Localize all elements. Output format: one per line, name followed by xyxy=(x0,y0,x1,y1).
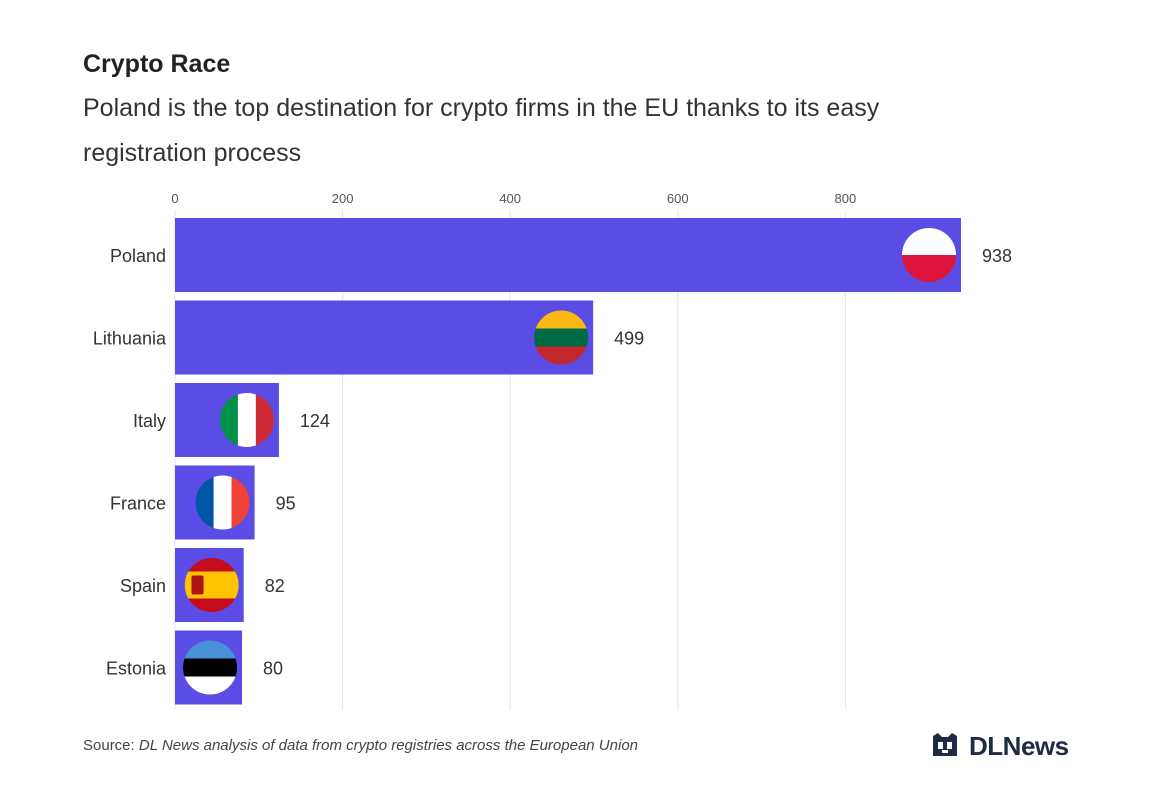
flag-stripe xyxy=(534,346,589,365)
lithuania-flag-icon xyxy=(534,310,589,365)
chart-subtitle: Poland is the top destination for crypto… xyxy=(83,94,880,167)
logo-text-dl: DL xyxy=(969,730,1003,761)
category-label-estonia: Estonia xyxy=(106,659,167,679)
italy-flag-icon xyxy=(219,393,274,447)
category-label-italy: Italy xyxy=(133,411,166,431)
value-label-estonia: 80 xyxy=(263,659,283,679)
flag-stripe xyxy=(183,640,238,659)
category-label-spain: Spain xyxy=(120,576,166,596)
flag-stripe xyxy=(534,310,589,329)
flag-coat-of-arms xyxy=(191,575,204,595)
flag-stripe xyxy=(183,676,238,695)
value-label-poland: 938 xyxy=(982,246,1012,266)
x-tick-label-400: 400 xyxy=(499,191,521,206)
france-flag-icon xyxy=(195,475,250,530)
value-label-lithuania: 499 xyxy=(614,329,644,349)
flag-stripe xyxy=(195,475,214,530)
value-label-france: 95 xyxy=(276,494,296,514)
flag-stripe xyxy=(213,475,232,530)
category-label-france: France xyxy=(110,494,166,514)
value-label-italy: 124 xyxy=(300,411,330,431)
flag-stripe xyxy=(219,393,238,447)
x-tick-label-200: 200 xyxy=(332,191,354,206)
flag-stripe xyxy=(255,393,274,447)
category-label-poland: Poland xyxy=(110,246,166,266)
source-note: Source: DL News analysis of data from cr… xyxy=(83,737,638,754)
spain-flag-icon xyxy=(184,558,239,612)
dlnews-logo-icon xyxy=(933,733,957,756)
estonia-flag-icon xyxy=(183,640,238,695)
bar-lithuania xyxy=(175,300,594,375)
flag-stripe xyxy=(237,393,256,447)
x-tick-label-0: 0 xyxy=(171,191,178,206)
poland-flag-icon xyxy=(902,228,956,282)
category-label-lithuania: Lithuania xyxy=(93,329,167,349)
logo-wordmark: DLNews xyxy=(969,731,1069,762)
source-label: Source: xyxy=(83,737,135,754)
bar-poland xyxy=(175,218,961,292)
x-tick-label-600: 600 xyxy=(667,191,689,206)
x-tick-label-800: 800 xyxy=(835,191,857,206)
flag-stripe xyxy=(231,475,250,530)
source-text: DL News analysis of data from crypto reg… xyxy=(138,737,638,754)
logo-text-news: News xyxy=(1002,730,1069,761)
flag-stripe xyxy=(534,328,589,347)
dlnews-logo: DLNews xyxy=(929,729,1069,763)
value-label-spain: 82 xyxy=(265,576,285,596)
flag-stripe xyxy=(183,658,238,677)
chart-title: Crypto Race xyxy=(83,50,231,78)
